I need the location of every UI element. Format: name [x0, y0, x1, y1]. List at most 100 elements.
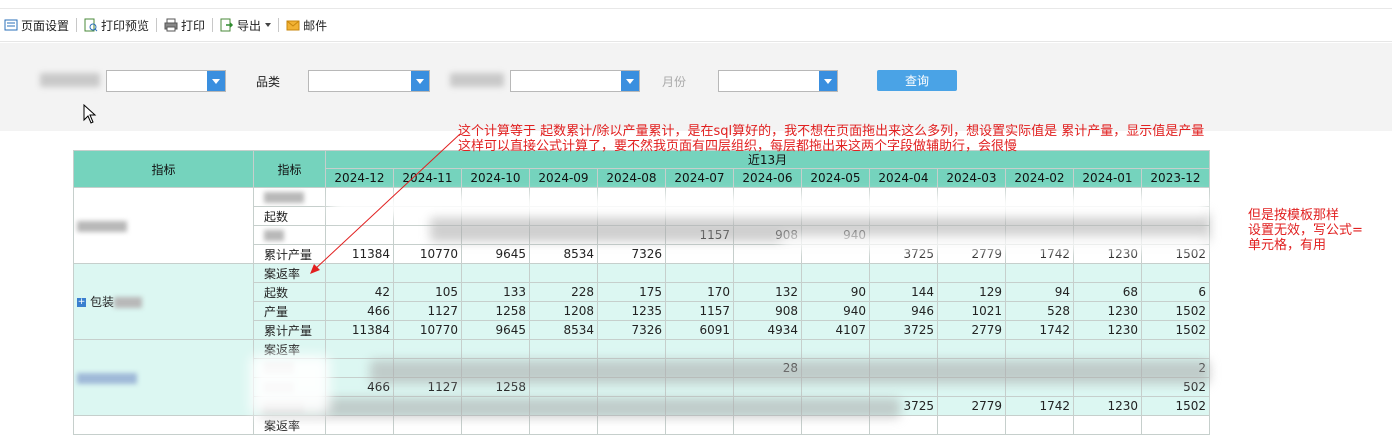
print-button[interactable]: 打印 — [160, 15, 209, 35]
value-cell: 1235 — [597, 301, 666, 321]
month-header: 2024-08 — [597, 168, 666, 188]
value-cell: 90 — [801, 282, 870, 302]
value-cell: 8534 — [529, 320, 598, 340]
value-cell: 1742 — [1005, 396, 1074, 416]
value-cell: 11384 — [325, 320, 394, 340]
value-cell: 8534 — [529, 244, 598, 264]
toolbar-divider — [212, 18, 214, 32]
value-cell: 68 — [1073, 282, 1142, 302]
redaction-smear — [260, 398, 900, 418]
filter-select-1[interactable] — [106, 70, 226, 92]
chevron-down-icon — [411, 71, 429, 91]
group-name-blurred — [114, 297, 143, 308]
group-name-cell — [73, 187, 254, 264]
value-cell: 940 — [801, 301, 870, 321]
value-cell: 10770 — [393, 320, 462, 340]
export-button[interactable]: 导出 — [216, 15, 275, 35]
export-icon — [220, 18, 234, 32]
filter-label-blurred — [40, 73, 100, 87]
metric-cell — [253, 225, 326, 245]
chevron-down-icon — [621, 71, 639, 91]
group-name-cell[interactable]: + 包装 — [73, 263, 254, 340]
toolbar-divider — [278, 18, 280, 32]
redaction-smear — [780, 236, 1210, 250]
page-setup-icon — [4, 18, 18, 32]
table-row: 案返率 — [73, 339, 1210, 416]
expand-icon[interactable]: + — [77, 297, 86, 307]
mouse-cursor-icon — [83, 104, 97, 124]
toolbar-divider — [76, 18, 78, 32]
month-header: 2024-09 — [529, 168, 598, 188]
month-header: 2024-10 — [461, 168, 530, 188]
month-header: 2024-04 — [869, 168, 938, 188]
redaction-smear — [330, 195, 1210, 217]
table-row: 产量 466 1127 1258 1208 1235 1157 908 940 946 1021 5… — [74, 301, 1210, 321]
redaction-smear — [370, 360, 1210, 384]
value-cell: 2779 — [937, 396, 1006, 416]
filter-label-blurred — [450, 73, 504, 87]
month-header: 2024-07 — [665, 168, 734, 188]
month-header: 2024-11 — [393, 168, 462, 188]
annotation-arrow-icon — [310, 133, 461, 274]
metric-output: 产量 — [253, 301, 326, 321]
metric-rate: 案返率 — [253, 415, 326, 435]
toolbar-divider — [156, 18, 158, 32]
annotation-side-line: 单元格，有用 — [1248, 238, 1327, 253]
header-indicator-2: 指标 — [253, 150, 326, 188]
value-cell: 1127 — [393, 301, 462, 321]
filter-select-month[interactable] — [718, 70, 838, 92]
value-cell: 9645 — [461, 320, 530, 340]
filter-bar — [0, 43, 1392, 131]
group-name-blurred — [77, 372, 137, 384]
filter-select-3[interactable] — [510, 70, 640, 92]
value-cell: 133 — [461, 282, 530, 302]
metric-rate: 案返率 — [253, 263, 326, 283]
value-cell: 1502 — [1141, 396, 1210, 416]
filter-select-category[interactable] — [308, 70, 430, 92]
annotation-side-note: 但是按模板那样 设置无效，写公式= 单元格，有用 — [1248, 208, 1363, 253]
printer-icon — [164, 18, 178, 32]
mail-icon — [286, 18, 300, 32]
value-cell: 175 — [597, 282, 666, 302]
print-preview-button[interactable]: 打印预览 — [80, 15, 153, 35]
month-header: 2024-02 — [1005, 168, 1074, 188]
mail-button[interactable]: 邮件 — [282, 15, 331, 35]
metric-starts: 起数 — [253, 282, 326, 302]
page-setup-label: 页面设置 — [21, 18, 70, 33]
value-cell: 94 — [1005, 282, 1074, 302]
value-cell: 1258 — [461, 301, 530, 321]
page-setup-button[interactable]: 页面设置 — [0, 15, 73, 35]
value-cell: 466 — [325, 301, 394, 321]
value-cell: 4107 — [801, 320, 870, 340]
value-cell: 228 — [529, 282, 598, 302]
table-row: + 包装 案返率 — [73, 263, 1210, 340]
annotation-line-1: 这个计算等于 起数累计/除以产量累计，是在sql算好的，我不想在页面拖出来这么多… — [458, 124, 1205, 139]
annotation-side-line: 但是按模板那样 — [1248, 208, 1340, 223]
print-preview-label: 打印预览 — [101, 18, 150, 33]
metric-blurred — [264, 192, 304, 203]
table-row: 累计产量 11384 10770 9645 8534 7326 6091 4934 4107 3… — [74, 320, 1210, 340]
month-header: 2023-12 — [1141, 168, 1210, 188]
value-cell: 11384 — [325, 244, 394, 264]
filter-label-month: 月份 — [662, 75, 687, 89]
value-cell: 1208 — [529, 301, 598, 321]
value-cell: 9645 — [461, 244, 530, 264]
query-button[interactable]: 查询 — [877, 70, 957, 91]
value-cell — [325, 225, 394, 245]
value-cell: 42 — [325, 282, 394, 302]
value-cell: 7326 — [597, 320, 666, 340]
month-header: 2024-01 — [1073, 168, 1142, 188]
value-cell: 908 — [733, 301, 802, 321]
value-cell: 1021 — [937, 301, 1006, 321]
annotation-side-line: 设置无效，写公式= — [1248, 223, 1363, 238]
value-cell: 170 — [665, 282, 734, 302]
table-row: 案返率 — [73, 415, 1210, 435]
group-name-cell — [73, 415, 254, 435]
report-toolbar: 页面设置 打印预览 打印 导出 邮件 — [0, 8, 1392, 42]
metric-starts: 起数 — [253, 206, 326, 226]
value-cell: 946 — [869, 301, 938, 321]
chevron-down-icon — [207, 71, 225, 91]
month-header-row: 2024-12 2024-11 2024-10 2024-09 2024-08 2024-… — [74, 168, 1210, 188]
chevron-down-icon — [265, 23, 272, 27]
chevron-down-icon — [819, 71, 837, 91]
